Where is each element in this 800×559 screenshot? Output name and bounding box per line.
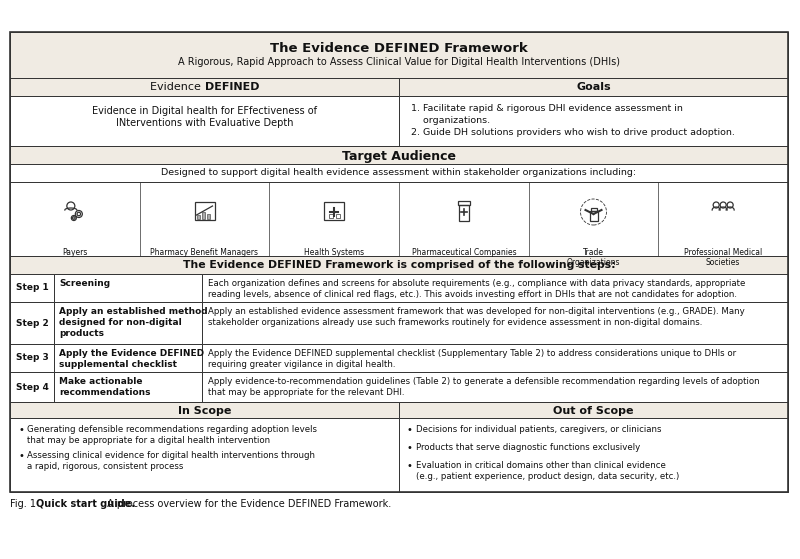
Text: Pharmaceutical Companies: Pharmaceutical Companies xyxy=(411,248,516,257)
Bar xyxy=(202,274,788,302)
Bar xyxy=(10,344,54,372)
Bar xyxy=(54,302,202,344)
Text: Assessing clinical evidence for digital health interventions through
a rapid, ri: Assessing clinical evidence for digital … xyxy=(27,451,315,471)
Text: •: • xyxy=(18,451,24,461)
Text: Make actionable
recommendations: Make actionable recommendations xyxy=(59,377,150,397)
Bar xyxy=(10,274,54,302)
Text: Apply an established method
designed for non-digital
products: Apply an established method designed for… xyxy=(59,307,208,338)
Text: The Evidence DEFINED Framework: The Evidence DEFINED Framework xyxy=(270,42,528,55)
Text: Quick start guide.: Quick start guide. xyxy=(36,499,135,509)
Bar xyxy=(10,372,54,402)
Text: •: • xyxy=(407,425,413,435)
Bar xyxy=(10,418,399,492)
Text: Evidence: Evidence xyxy=(150,82,205,92)
Text: Goals: Goals xyxy=(576,82,611,92)
Bar xyxy=(197,215,199,219)
Text: Products that serve diagnostic functions exclusively: Products that serve diagnostic functions… xyxy=(416,443,640,452)
Bar xyxy=(10,32,788,78)
Text: Apply the Evidence DEFINED
supplemental checklist: Apply the Evidence DEFINED supplemental … xyxy=(59,349,204,369)
Bar xyxy=(54,344,202,372)
Bar xyxy=(202,212,205,219)
Text: A process overview for the Evidence DEFINED Framework.: A process overview for the Evidence DEFI… xyxy=(104,499,391,509)
Bar xyxy=(202,344,788,372)
Text: Payers: Payers xyxy=(62,248,87,257)
Bar xyxy=(54,372,202,402)
Bar xyxy=(10,96,399,146)
Text: •: • xyxy=(407,443,413,453)
Text: Step 3: Step 3 xyxy=(16,353,48,362)
Bar xyxy=(458,201,470,205)
Bar xyxy=(336,214,340,218)
Text: Pharmacy Benefit Managers: Pharmacy Benefit Managers xyxy=(150,248,258,257)
Text: Decisions for individual patients, caregivers, or clinicians: Decisions for individual patients, careg… xyxy=(416,425,662,434)
Text: Designed to support digital health evidence assessment within stakeholder organi: Designed to support digital health evide… xyxy=(162,168,637,177)
Bar xyxy=(10,256,788,274)
Text: Step 4: Step 4 xyxy=(15,382,49,391)
Text: A Rigorous, Rapid Approach to Assess Clinical Value for Digital Health Intervent: A Rigorous, Rapid Approach to Assess Cli… xyxy=(178,57,620,67)
Text: •: • xyxy=(407,461,413,471)
Bar xyxy=(206,214,210,219)
Bar xyxy=(590,208,597,211)
Text: Step 2: Step 2 xyxy=(16,319,48,328)
Text: Target Audience: Target Audience xyxy=(342,150,456,163)
Bar xyxy=(324,202,344,220)
Text: Out of Scope: Out of Scope xyxy=(554,406,634,416)
Bar xyxy=(590,211,598,221)
Text: Apply evidence-to-recommendation guidelines (Table 2) to generate a defensible r: Apply evidence-to-recommendation guideli… xyxy=(208,377,760,397)
Text: Health Systems: Health Systems xyxy=(304,248,364,257)
Text: In Scope: In Scope xyxy=(178,406,231,416)
Bar xyxy=(399,402,788,418)
Bar xyxy=(194,202,214,220)
Bar xyxy=(10,146,788,164)
Bar xyxy=(399,418,788,492)
Bar xyxy=(10,32,788,492)
Bar xyxy=(202,302,788,344)
Bar xyxy=(10,78,399,96)
Text: Fig. 1: Fig. 1 xyxy=(10,499,46,509)
Text: •: • xyxy=(18,425,24,435)
Bar xyxy=(10,302,54,344)
Text: Each organization defines and screens for absolute requirements (e.g., complianc: Each organization defines and screens fo… xyxy=(208,279,746,299)
Text: 1. Facilitate rapid & rigorous DHI evidence assessment in
    organizations.
2. : 1. Facilitate rapid & rigorous DHI evide… xyxy=(411,104,735,136)
Bar xyxy=(10,182,788,256)
Text: Screening: Screening xyxy=(59,279,110,288)
Bar xyxy=(399,78,788,96)
Text: Evaluation in critical domains other than clinical evidence
(e.g., patient exper: Evaluation in critical domains other tha… xyxy=(416,461,679,481)
Text: Apply an established evidence assessment framework that was developed for non-di: Apply an established evidence assessment… xyxy=(208,307,745,327)
Text: Apply the Evidence DEFINED supplemental checklist (Supplementary Table 2) to add: Apply the Evidence DEFINED supplemental … xyxy=(208,349,736,369)
Bar xyxy=(202,372,788,402)
Text: DEFINED: DEFINED xyxy=(205,82,259,92)
Text: Step 1: Step 1 xyxy=(16,283,48,292)
Bar xyxy=(54,274,202,302)
Bar xyxy=(10,164,788,182)
Bar xyxy=(10,402,399,418)
Text: Generating defensible recommendations regarding adoption levels
that may be appr: Generating defensible recommendations re… xyxy=(27,425,317,446)
Bar xyxy=(459,205,469,221)
Text: Professional Medical
Societies: Professional Medical Societies xyxy=(684,248,762,267)
Text: Evidence in Digital health for EFfectiveness of
INterventions with Evaluative De: Evidence in Digital health for EFfective… xyxy=(92,106,317,129)
Text: Trade
Organizations: Trade Organizations xyxy=(566,248,620,267)
Text: The Evidence DEFINED Framework is comprised of the following steps:: The Evidence DEFINED Framework is compri… xyxy=(182,260,615,270)
Bar xyxy=(329,214,333,218)
Bar xyxy=(399,96,788,146)
